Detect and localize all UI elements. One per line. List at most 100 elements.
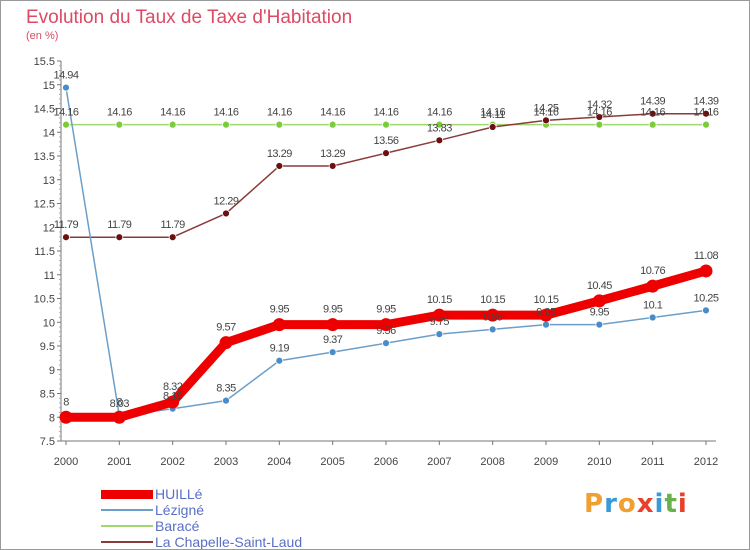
y-tick-label: 12.5 — [34, 199, 55, 211]
x-tick-label: 2008 — [480, 456, 504, 468]
data-point-2 — [382, 120, 390, 129]
data-label: 10.15 — [427, 294, 452, 306]
data-label: 9.19 — [270, 343, 290, 355]
y-tick-label: 9.5 — [40, 341, 55, 353]
data-point-2 — [62, 120, 70, 129]
data-point-0 — [272, 318, 286, 332]
data-point-1 — [542, 320, 550, 329]
data-label: 14.11 — [481, 109, 506, 121]
data-point-1 — [702, 306, 710, 315]
proxiti-logo: Proxiti — [584, 489, 688, 519]
x-tick-label: 2001 — [107, 456, 131, 468]
y-tick-label: 15.5 — [34, 56, 55, 68]
x-tick-label: 2007 — [427, 456, 451, 468]
y-tick-label: 10 — [43, 317, 55, 329]
data-point-0 — [166, 395, 180, 409]
data-label: 13.29 — [320, 148, 345, 160]
data-label: 14.16 — [107, 107, 132, 119]
data-point-0 — [432, 308, 446, 322]
data-point-0 — [486, 308, 500, 322]
legend-label: La Chapelle-Saint-Laud — [155, 534, 303, 550]
legend-swatch — [101, 541, 153, 543]
data-label: 9.95 — [323, 304, 343, 316]
data-label: 14.16 — [373, 107, 398, 119]
data-point-3 — [168, 233, 177, 242]
data-label: 14.16 — [427, 107, 452, 119]
data-point-1 — [62, 83, 70, 92]
data-point-2 — [328, 120, 337, 129]
data-label: 14.16 — [53, 107, 78, 119]
data-point-0 — [112, 410, 126, 424]
x-tick-label: 2006 — [374, 456, 398, 468]
y-tick-label: 13 — [43, 175, 55, 187]
y-tick-label: 13.5 — [34, 151, 55, 163]
data-point-3 — [382, 149, 390, 158]
data-label: 14.16 — [320, 107, 345, 119]
legend-swatch — [101, 489, 153, 499]
data-point-1 — [488, 325, 497, 334]
data-label: 9.95 — [376, 304, 396, 316]
data-label: 10.1 — [643, 300, 663, 312]
data-label: 9.37 — [323, 334, 343, 346]
y-tick-label: 7.5 — [40, 436, 55, 448]
data-point-1 — [595, 320, 604, 329]
data-point-1 — [275, 356, 284, 365]
data-label: 11.79 — [161, 219, 186, 231]
data-label: 13.83 — [427, 122, 452, 134]
data-label: 14.25 — [533, 102, 558, 114]
data-label: 14.94 — [53, 70, 78, 82]
data-label: 9.75 — [430, 316, 450, 328]
data-point-2 — [648, 120, 657, 129]
data-point-0 — [646, 279, 660, 293]
data-label: 14.16 — [693, 107, 718, 119]
data-label: 14.16 — [480, 107, 505, 119]
data-label: 9.56 — [376, 325, 396, 337]
y-tick-label: 8.5 — [40, 389, 55, 401]
x-tick-label: 2003 — [214, 456, 238, 468]
y-tick-label: 10.5 — [34, 294, 55, 306]
data-label: 14.16 — [213, 107, 238, 119]
data-label: 8.32 — [163, 381, 183, 393]
data-point-3 — [542, 116, 550, 125]
data-label: 8.03 — [110, 398, 130, 410]
data-label: 10.76 — [640, 265, 665, 277]
data-point-2 — [595, 120, 604, 129]
x-tick-label: 2004 — [267, 456, 291, 468]
y-tick-label: 15 — [43, 80, 55, 92]
data-point-3 — [115, 233, 124, 242]
data-point-0 — [592, 294, 606, 308]
data-point-3 — [222, 209, 230, 218]
data-label: 10.45 — [587, 280, 612, 292]
legend-swatch — [101, 509, 153, 511]
data-label: 14.16 — [160, 107, 185, 119]
data-point-3 — [435, 136, 444, 145]
x-tick-label: 2011 — [641, 456, 665, 468]
y-tick-label: 14 — [43, 127, 55, 139]
y-tick-label: 14.5 — [34, 104, 55, 116]
data-point-1 — [382, 339, 390, 348]
data-label: 14.39 — [693, 96, 718, 108]
legend-label: Baracé — [155, 518, 200, 534]
data-point-2 — [115, 120, 124, 129]
data-label: 8 — [63, 396, 69, 408]
data-point-1 — [222, 396, 230, 405]
data-point-2 — [435, 120, 444, 129]
data-label: 11.79 — [54, 219, 79, 231]
data-label: 14.16 — [587, 107, 612, 119]
chart-title: Evolution du Taux de Taxe d'Habitation — [26, 7, 353, 28]
data-point-0 — [326, 318, 340, 332]
y-tick-label: 11 — [44, 270, 55, 282]
data-label: 9.85 — [483, 311, 503, 323]
data-point-2 — [275, 120, 284, 129]
x-tick-label: 2012 — [694, 456, 718, 468]
data-point-0 — [379, 318, 393, 332]
data-label: 14.16 — [533, 107, 558, 119]
data-label: 13.29 — [267, 148, 292, 160]
data-point-0 — [699, 264, 713, 278]
x-tick-label: 2000 — [54, 456, 78, 468]
data-point-2 — [702, 120, 710, 129]
data-point-3 — [702, 109, 710, 118]
data-label: 14.32 — [587, 99, 612, 111]
data-label: 14.16 — [640, 107, 665, 119]
